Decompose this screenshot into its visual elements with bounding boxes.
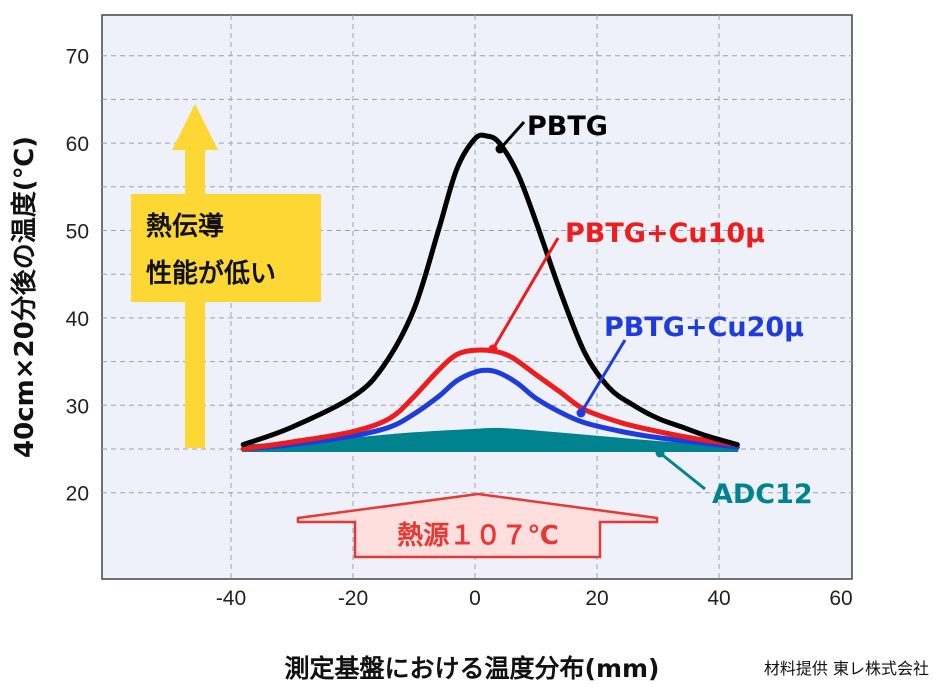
x-tick-labels: -40 -20 0 20 40 60	[216, 587, 853, 610]
heat-arrow-shape	[296, 492, 659, 559]
leader-line	[579, 339, 627, 414]
leader-dot	[495, 144, 505, 154]
y-tick-labels: 20 30 40 50 60 70	[66, 46, 89, 506]
x-tick-label: 20	[585, 587, 608, 610]
y-axis-title: 40cm×20分後の温度(℃)	[9, 136, 40, 458]
y-tick-label: 60	[66, 133, 89, 156]
gridlines	[102, 15, 852, 579]
arrow-label-line1: 熱伝導	[146, 211, 224, 242]
leader-line	[659, 451, 706, 491]
leader-dot	[655, 448, 665, 458]
arrow-label-box	[131, 194, 321, 302]
leader-line	[498, 121, 526, 150]
heat-source-arrow: 熱源１０７℃	[296, 492, 659, 559]
x-tick-label: 60	[829, 587, 852, 610]
credit-text: 材料提供 東レ株式会社	[764, 659, 929, 678]
series-label: ADC12	[712, 479, 813, 510]
arrow-label-line2: 性能が低い	[146, 258, 276, 289]
y-tick-label: 40	[66, 308, 89, 331]
x-tick-label: -20	[338, 587, 368, 610]
heat-source-label: 熱源１０７℃	[397, 521, 559, 551]
low-conductivity-arrow: 熱伝導 性能が低い	[131, 104, 321, 448]
y-tick-label: 70	[66, 46, 89, 69]
y-tick-label: 50	[66, 221, 89, 244]
series-label: PBTG	[527, 111, 608, 142]
y-tick-label: 30	[66, 395, 89, 418]
series-pbtg-cu20	[240, 367, 740, 452]
y-tick-label: 20	[66, 483, 89, 506]
leader-dot	[488, 344, 498, 354]
series-layer	[240, 132, 740, 452]
leader-line	[491, 237, 560, 350]
leader-dot	[576, 408, 586, 418]
x-tick-label: 40	[707, 587, 730, 610]
series-pbtg	[240, 132, 740, 448]
x-tick-label: 0	[469, 587, 481, 610]
x-tick-label: -40	[216, 587, 246, 610]
series-label: PBTG+Cu20μ	[604, 312, 804, 343]
series-label: PBTG+Cu10μ	[565, 218, 765, 249]
series-labels: PBTG PBTG+Cu10μ PBTG+Cu20μ ADC12	[488, 111, 813, 510]
x-axis-title: 測定基盤における温度分布(mm)	[285, 654, 660, 683]
